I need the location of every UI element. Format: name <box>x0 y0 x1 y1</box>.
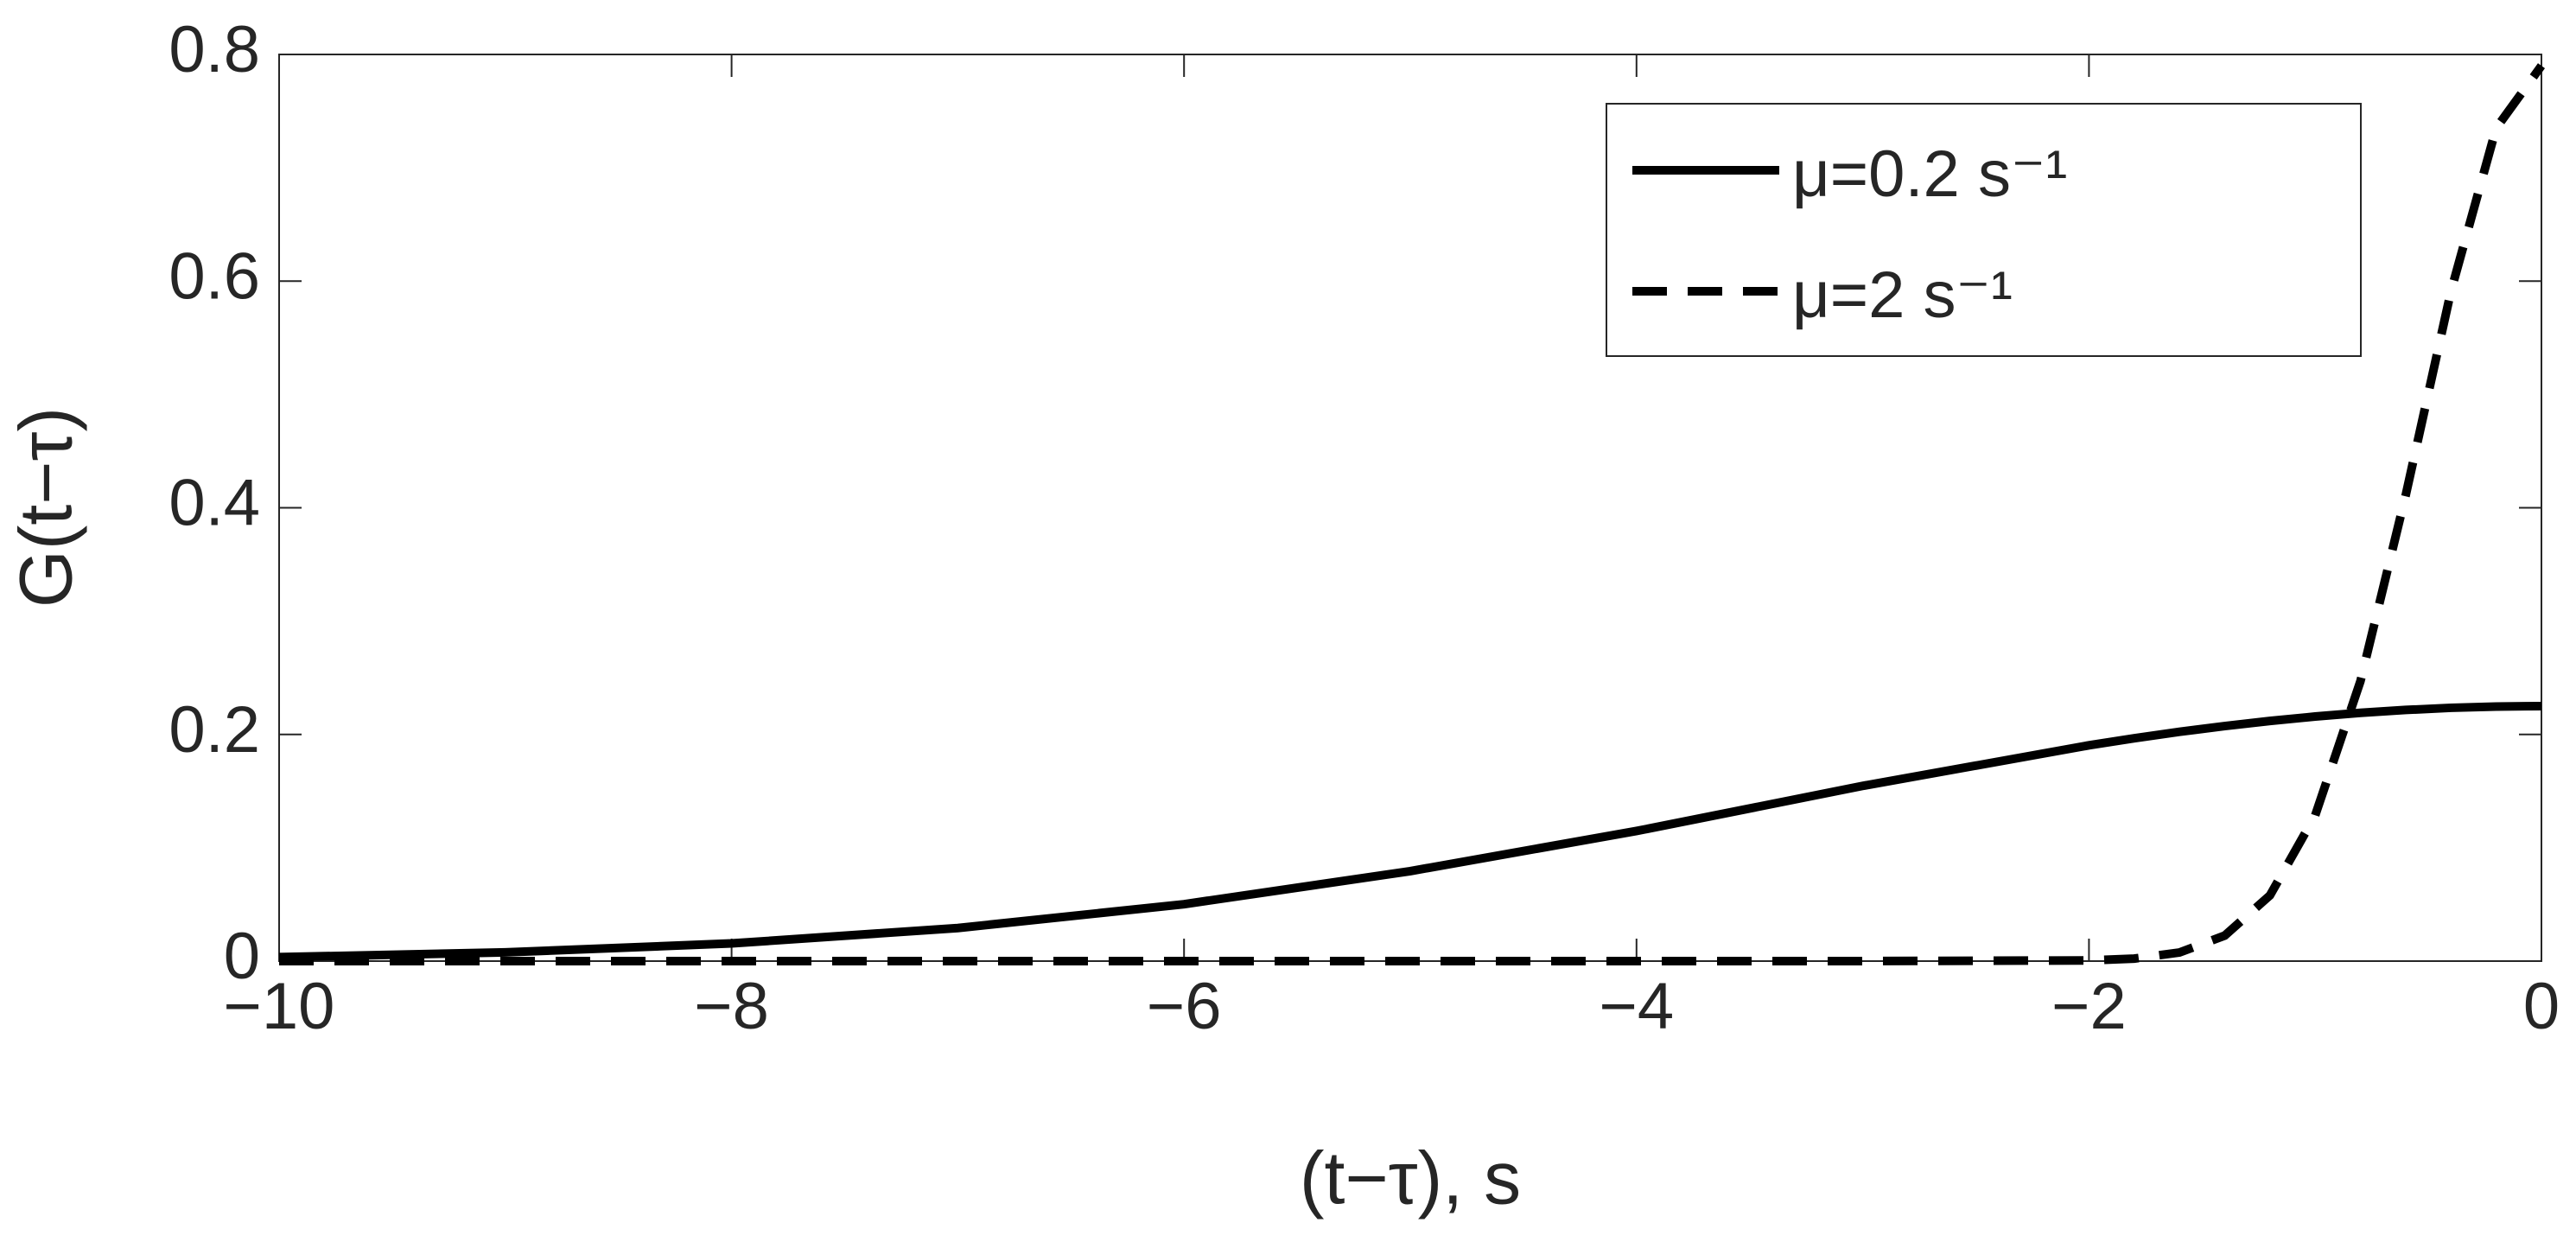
legend-label: μ=2 s⁻¹ <box>1792 258 2013 332</box>
legend-box <box>1606 103 2362 357</box>
legend-label: μ=0.2 s⁻¹ <box>1792 137 2067 211</box>
y-tick-label: 0.8 <box>169 13 260 86</box>
x-tick-label: −6 <box>1147 970 1222 1043</box>
y-tick-label: 0.6 <box>169 239 260 313</box>
line-series <box>279 63 2546 965</box>
y-axis-label: G(t−τ) <box>5 407 88 608</box>
x-axis-label: (t−τ), s <box>1300 1137 1521 1220</box>
x-tick-label: −2 <box>2051 970 2127 1043</box>
line-series <box>278 701 2542 962</box>
y-tick-label: 0.2 <box>169 693 260 767</box>
x-tick-label: 0 <box>2523 970 2560 1043</box>
x-tick-label: −4 <box>1599 970 1674 1043</box>
y-tick-label: 0.4 <box>169 467 260 540</box>
y-tick-label: 0 <box>224 920 260 993</box>
x-tick-label: −8 <box>694 970 769 1043</box>
x-tick-label: −10 <box>224 970 335 1043</box>
